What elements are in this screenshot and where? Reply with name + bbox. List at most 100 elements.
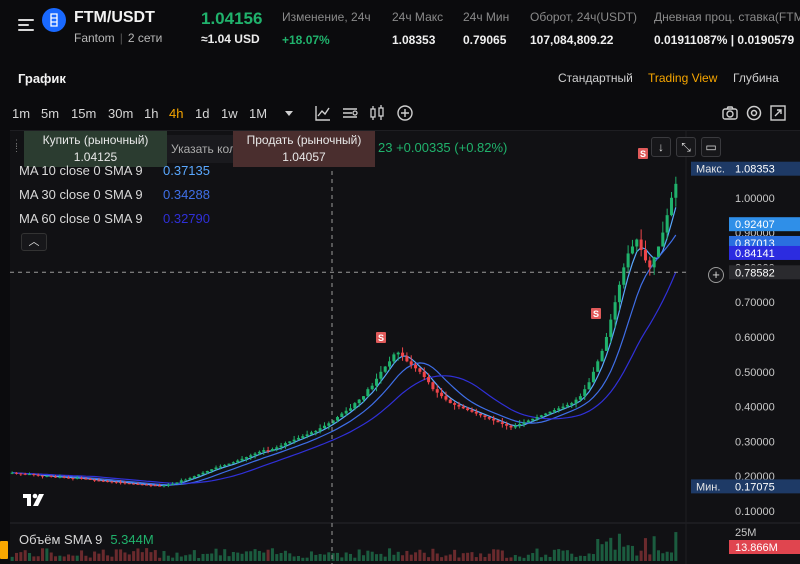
- price-tag: [729, 217, 800, 232]
- buy-label: Купить (рыночный): [42, 133, 149, 147]
- volume-bar: [214, 548, 218, 561]
- quantity-input[interactable]: Указать коли: [167, 135, 233, 163]
- volume-bar: [379, 553, 383, 561]
- volume-bar: [427, 557, 431, 561]
- candle-body: [661, 232, 665, 247]
- candle-body: [518, 423, 522, 426]
- timeframe-1d[interactable]: 1d: [195, 106, 210, 121]
- candle-body: [327, 423, 331, 426]
- price-tag-value: 1.08353: [735, 164, 775, 176]
- volume-bar: [314, 554, 318, 561]
- chart-canvas[interactable]: SSS 1.000000.900000.800000.700000.600000…: [10, 131, 800, 564]
- candle-body: [457, 404, 461, 407]
- price-tick-label: 0.70000: [735, 297, 775, 309]
- price-tick-label: 0.60000: [735, 332, 775, 344]
- volume-bar: [422, 552, 426, 561]
- dropdown-arrow-icon[interactable]: [280, 104, 298, 122]
- candle-body: [227, 463, 231, 466]
- candle-body: [613, 302, 617, 320]
- ma60-label: MA 60 close 0 SMA 9: [19, 211, 143, 226]
- candle-body: [643, 249, 647, 261]
- menu-icon[interactable]: [18, 18, 34, 32]
- buy-market-button[interactable]: Купить (рыночный) 1.04125: [24, 131, 167, 167]
- tab-trading-view[interactable]: Trading View: [648, 71, 718, 85]
- candle-body: [500, 422, 504, 424]
- volume-bar: [10, 556, 14, 561]
- stat-value: 1.08353: [392, 33, 436, 47]
- candle-body: [548, 411, 552, 414]
- candle-body: [587, 382, 591, 390]
- candle-body: [335, 417, 340, 421]
- volume-bar: [552, 549, 556, 561]
- volume-bar: [470, 552, 474, 561]
- volume-bar: [544, 554, 548, 561]
- timeframe-30m[interactable]: 30m: [108, 106, 134, 121]
- candle-body: [171, 483, 175, 485]
- candle-body: [479, 413, 483, 416]
- volume-bar: [197, 557, 201, 561]
- expand-panel-handle[interactable]: [0, 541, 8, 559]
- tab-standard[interactable]: Стандартный: [558, 71, 633, 85]
- volume-bar: [388, 548, 392, 561]
- candle-body: [80, 477, 84, 479]
- collapse-legend-button[interactable]: ︿: [21, 233, 47, 251]
- volume-bar: [479, 553, 483, 561]
- layout-toggle-icon[interactable]: ▭: [701, 137, 721, 157]
- volume-bar: [322, 554, 326, 561]
- timeframe-1M[interactable]: 1M: [249, 106, 268, 121]
- candle-body: [244, 457, 248, 459]
- line-chart-icon[interactable]: [314, 104, 332, 122]
- volume-bar: [75, 555, 79, 561]
- candle-body: [609, 319, 613, 337]
- volume-bar: [179, 556, 183, 561]
- settings-icon[interactable]: [745, 104, 763, 122]
- stat-value: 0.01911087% | 0.0190579: [654, 33, 795, 47]
- candle-body: [14, 472, 19, 474]
- timeframe-1m[interactable]: 1m: [12, 106, 31, 121]
- candle-body: [162, 485, 166, 487]
- sell-market-button[interactable]: Продать (рыночный) 1.04057: [233, 131, 375, 167]
- candle-body: [392, 354, 396, 362]
- camera-icon[interactable]: [721, 104, 739, 122]
- candle-body: [513, 425, 517, 428]
- pair-name[interactable]: FTM/USDT: [74, 9, 155, 26]
- candle-body: [357, 399, 361, 404]
- timeframe-15m[interactable]: 15m: [71, 106, 97, 121]
- trading-chart[interactable]: SSS 1.000000.900000.800000.700000.600000…: [0, 130, 800, 564]
- drag-handle-icon[interactable]: ⋮ ⋮: [12, 138, 21, 153]
- add-icon[interactable]: [396, 104, 414, 122]
- candle-body: [23, 473, 27, 475]
- timeframe-5m[interactable]: 5m: [41, 106, 60, 121]
- volume-bar: [218, 555, 222, 561]
- tab-depth[interactable]: Глубина: [733, 71, 779, 85]
- timeframe-1h[interactable]: 1h: [144, 106, 159, 121]
- event-marker-label: S: [593, 309, 599, 319]
- volume-bar: [431, 548, 435, 561]
- volume-bar: [418, 549, 422, 561]
- collapse-icon[interactable]: ⤡: [676, 137, 696, 157]
- volume-bar: [639, 550, 643, 561]
- sell-price: 1.04057: [282, 150, 326, 164]
- timeframe-1w[interactable]: 1w: [221, 106, 238, 121]
- networks-link[interactable]: 2 сети: [127, 31, 163, 45]
- candle-body: [106, 481, 110, 483]
- indicators-icon[interactable]: [341, 104, 359, 122]
- last-price: 1.04156: [201, 9, 263, 28]
- candle-body: [49, 475, 53, 477]
- candle-body: [240, 458, 244, 461]
- volume-bar: [36, 556, 40, 561]
- crosshair-add-icon[interactable]: +: [708, 267, 724, 283]
- stat-low: 24ч Мин 0.79065: [463, 10, 509, 47]
- volume-bar: [257, 550, 261, 561]
- candle-body: [466, 408, 470, 411]
- sell-label: Продать (рыночный): [246, 133, 362, 147]
- fullscreen-icon[interactable]: [769, 104, 787, 122]
- candle-body: [153, 485, 157, 487]
- timeframe-4h[interactable]: 4h: [169, 106, 184, 121]
- candle-body: [496, 420, 500, 423]
- volume-bar: [335, 552, 340, 561]
- candle-body: [205, 470, 209, 473]
- scroll-down-icon[interactable]: ↓: [651, 137, 671, 157]
- candles-icon[interactable]: [368, 104, 386, 122]
- candle-body: [578, 396, 582, 400]
